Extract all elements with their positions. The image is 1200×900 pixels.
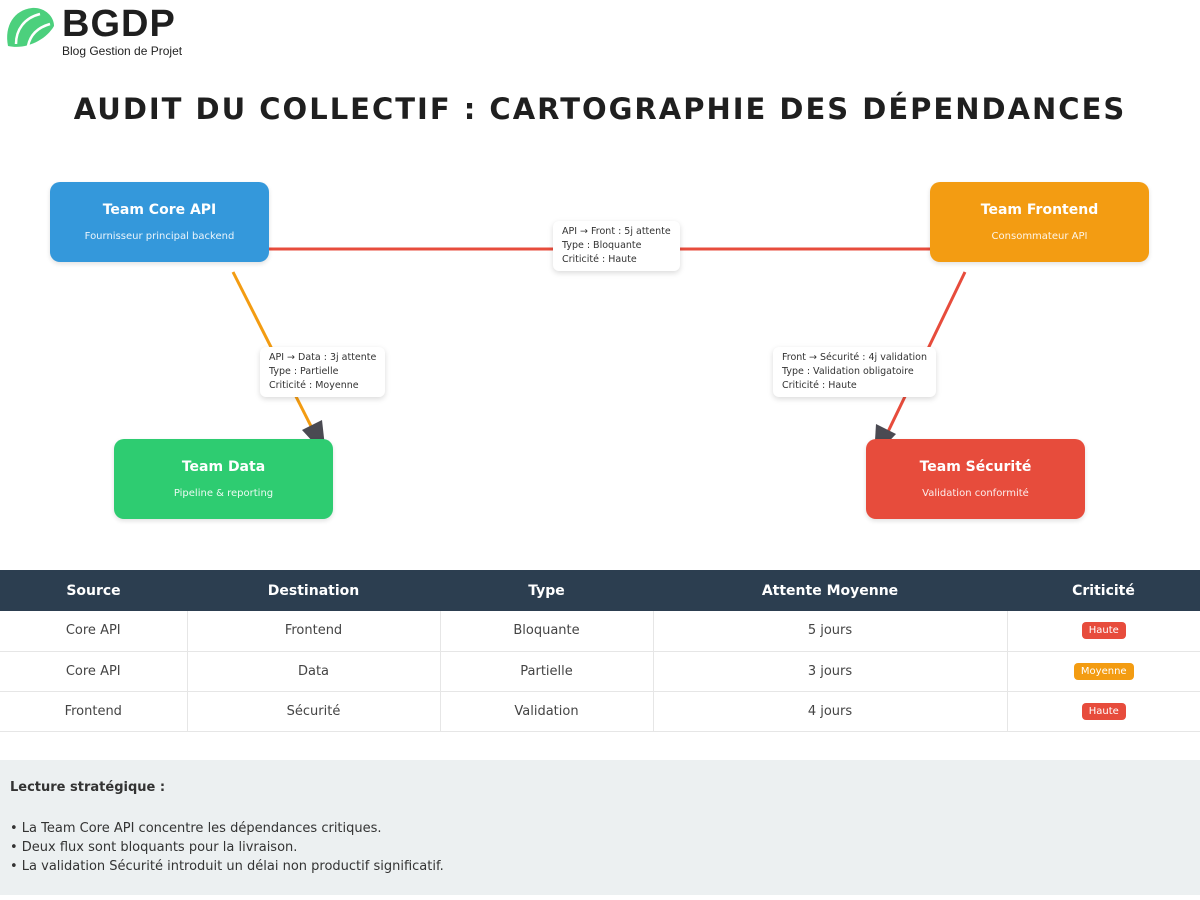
link-label-api-data: API → Data : 3j attente Type : Partielle… [260, 347, 386, 397]
table-cell: Haute [1007, 611, 1200, 652]
label-line: API → Front : 5j attente [562, 226, 671, 237]
table-cell: Frontend [0, 691, 188, 732]
table-cell: Frontend [187, 611, 441, 652]
logo-tagline: Blog Gestion de Projet [62, 44, 183, 58]
table-cell: Partielle [440, 651, 654, 692]
table-cell: Data [187, 651, 441, 692]
team-desc: Pipeline & reporting [173, 488, 274, 499]
strategic-summary: Lecture stratégique : • La Team Core API… [0, 760, 1200, 895]
label-line: Criticité : Haute [562, 254, 637, 265]
table-cell: Core API [0, 611, 188, 652]
table-row: Frontend Sécurité Validation 4 jours Haute [0, 691, 1200, 732]
col-type: Type [440, 570, 653, 611]
criticity-badge: Haute [1081, 702, 1126, 720]
table-header-row: Source Destination Type Attente Moyenne … [0, 570, 1200, 611]
team-core-api[interactable]: Team Core API Fournisseur principal back… [50, 182, 269, 262]
table-row: Core API Data Partielle 3 jours Moyenne [0, 651, 1200, 692]
team-name: Team Core API [102, 202, 217, 218]
team-name: Team Data [181, 459, 266, 475]
logo-leaf-icon [7, 7, 54, 47]
dependency-table: Source Destination Type Attente Moyenne … [0, 570, 1200, 732]
summary-heading: Lecture stratégique : [10, 780, 166, 795]
team-name: Team Sécurité [919, 459, 1032, 475]
criticity-badge: Moyenne [1073, 662, 1134, 680]
table-cell: Bloquante [440, 611, 654, 652]
team-securite[interactable]: Team Sécurité Validation conformité [866, 439, 1085, 519]
table-row: Core API Frontend Bloquante 5 jours Haute [0, 611, 1200, 652]
team-frontend[interactable]: Team Frontend Consommateur API [930, 182, 1149, 262]
label-line: Type : Bloquante [562, 240, 642, 251]
summary-point: • La Team Core API concentre les dépenda… [10, 821, 382, 836]
team-name: Team Frontend [980, 202, 1099, 218]
col-source: Source [0, 570, 187, 611]
logo-brand: BGDP [62, 3, 176, 45]
table-cell: Moyenne [1007, 651, 1200, 692]
logo: BGDP Blog Gestion de Projet [4, 3, 183, 58]
label-line: Type : Validation obligatoire [782, 366, 914, 377]
team-data[interactable]: Team Data Pipeline & reporting [114, 439, 333, 519]
summary-point: • Deux flux sont bloquants pour la livra… [10, 840, 298, 855]
col-criticite: Criticité [1007, 570, 1200, 611]
table-cell: 4 jours [653, 691, 1008, 732]
label-line: Criticité : Moyenne [269, 380, 359, 391]
label-line: Type : Partielle [269, 366, 339, 377]
table-cell: Validation [440, 691, 654, 732]
page-title: AUDIT DU COLLECTIF : CARTOGRAPHIE DES DÉ… [73, 92, 1127, 126]
link-label-front-secu: Front → Sécurité : 4j validation Type : … [773, 347, 936, 397]
label-line: Front → Sécurité : 4j validation [782, 352, 927, 363]
table-cell: Core API [0, 651, 188, 692]
team-desc: Consommateur API [991, 231, 1088, 242]
table-cell: 3 jours [653, 651, 1008, 692]
criticity-badge: Haute [1081, 622, 1126, 640]
col-destination: Destination [187, 570, 440, 611]
label-line: Criticité : Haute [782, 380, 857, 391]
table-cell: 5 jours [653, 611, 1008, 652]
team-desc: Validation conformité [922, 488, 1029, 499]
team-desc: Fournisseur principal backend [84, 231, 235, 242]
label-line: API → Data : 3j attente [269, 352, 377, 363]
summary-point: • La validation Sécurité introduit un dé… [10, 859, 444, 874]
table-cell: Sécurité [187, 691, 441, 732]
table-cell: Haute [1007, 691, 1200, 732]
col-attente: Attente Moyenne [653, 570, 1007, 611]
link-label-api-front: API → Front : 5j attente Type : Bloquant… [553, 221, 680, 271]
